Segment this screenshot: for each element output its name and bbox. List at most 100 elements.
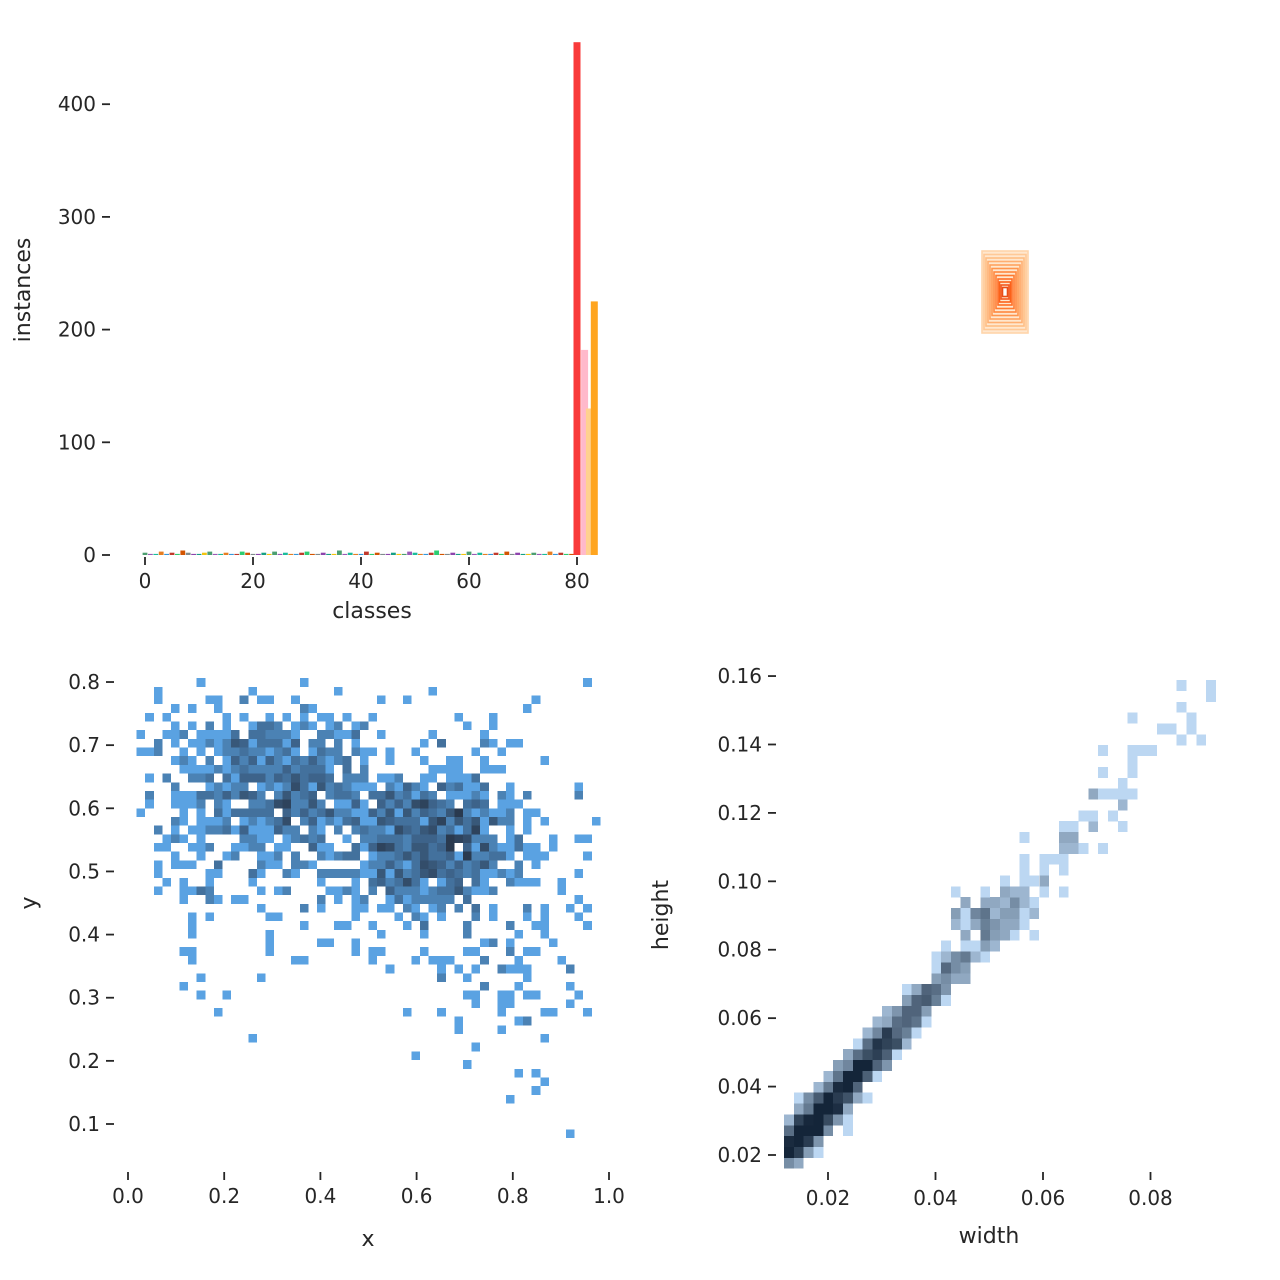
heatmap-cell — [377, 929, 386, 939]
heatmap-cell — [420, 921, 429, 930]
heatmap-cell — [317, 730, 326, 739]
heatmap-cell — [213, 895, 223, 904]
heatmap-cell — [317, 834, 326, 843]
heatmap-cell — [188, 704, 197, 713]
heatmap-cell — [437, 782, 446, 791]
wh-size-heatmap: 0.02 0.04 0.06 0.08 0.02 0.04 0.06 0.08 0.10 0.12… — [640, 640, 1280, 1280]
heatmap-cell — [950, 908, 961, 919]
heatmap-cell — [970, 951, 981, 963]
heatmap-cell — [282, 808, 292, 817]
class-bar — [504, 551, 510, 555]
heatmap-cell — [359, 869, 369, 878]
class-bar — [202, 552, 207, 555]
heatmap-cell — [428, 955, 438, 965]
heatmap-cell — [505, 990, 515, 1000]
heatmap-cell — [265, 773, 274, 783]
heatmap-cell — [334, 756, 343, 765]
heatmap-cell — [583, 1008, 592, 1017]
tick-label: 0 — [83, 543, 96, 567]
heatmap-cell — [299, 782, 309, 791]
heatmap-cell — [188, 955, 197, 965]
heatmap-cell — [317, 895, 326, 904]
heatmap-cell — [531, 1086, 541, 1095]
heatmap-cell — [325, 790, 335, 800]
heatmap-cell — [222, 825, 232, 835]
heatmap-cell — [463, 973, 472, 982]
heatmap-cell — [351, 869, 360, 878]
heatmap-cell — [843, 1071, 853, 1082]
heatmap-cell — [231, 738, 240, 748]
class-bar-highlight — [585, 408, 593, 555]
heatmap-cell — [342, 799, 352, 809]
heatmap-cell — [299, 764, 309, 774]
heatmap-cell — [411, 790, 420, 800]
heatmap-cell — [445, 764, 455, 774]
heatmap-cell — [882, 1027, 893, 1039]
heatmap-cell — [813, 1125, 824, 1137]
tick-label: 0.12 — [717, 801, 762, 825]
class-bar — [185, 552, 191, 555]
heatmap-cell — [334, 817, 343, 826]
class-bar — [293, 553, 299, 555]
heatmap-cell — [317, 851, 326, 861]
heatmap-cell — [1068, 832, 1079, 843]
heatmap-cell — [299, 817, 309, 826]
heatmap-cell — [231, 730, 240, 739]
heatmap-cell — [334, 738, 343, 748]
heatmap-cell — [334, 782, 343, 791]
heatmap-cell — [385, 773, 395, 783]
heatmap-cell — [299, 678, 309, 687]
heatmap-cell — [901, 1027, 912, 1039]
heatmap-cell — [784, 1157, 794, 1169]
class-bar — [158, 551, 164, 555]
heatmap-cell — [784, 1147, 794, 1158]
heatmap-cell — [377, 730, 386, 739]
heatmap-cell — [1019, 908, 1030, 919]
y-axis-label: y — [17, 896, 42, 909]
heatmap-cell — [394, 895, 403, 904]
heatmap-cell — [265, 747, 274, 757]
heatmap-cell — [368, 851, 378, 861]
heatmap-cell — [583, 834, 592, 843]
heatmap-cell — [514, 1016, 524, 1026]
heatmap-cell — [497, 817, 506, 826]
heatmap-cell — [411, 860, 420, 870]
heatmap-cell — [1058, 821, 1069, 833]
heatmap-cell — [950, 951, 961, 963]
heatmap-cell — [213, 738, 223, 748]
heatmap-cell — [411, 912, 420, 922]
heatmap-cell — [852, 1060, 863, 1071]
heatmap-cell — [480, 860, 489, 870]
heatmap-cell — [901, 1005, 912, 1017]
tick-label: 0.04 — [717, 1075, 762, 1099]
heatmap-cell — [892, 1038, 902, 1050]
bbox-shape-overlay — [640, 0, 1280, 640]
bbox-rect — [997, 278, 1013, 306]
heatmap-cell — [813, 1136, 824, 1147]
heatmap-cell — [1186, 712, 1197, 724]
class-bar — [364, 551, 369, 555]
heatmap-cell — [153, 686, 163, 696]
heatmap-cell — [411, 851, 420, 861]
heatmap-cell — [488, 721, 498, 731]
class-bar-highlight — [590, 301, 598, 555]
heatmap-cell — [1206, 680, 1216, 691]
heatmap-cell — [239, 790, 249, 800]
heatmap-cell — [523, 912, 532, 922]
heatmap-cell — [823, 1071, 834, 1082]
heatmap-cell — [411, 808, 420, 817]
heatmap-cell — [1117, 821, 1128, 833]
heatmap-cell — [188, 912, 197, 922]
heatmap-cell — [359, 756, 369, 765]
heatmap-cell — [411, 747, 420, 757]
heatmap-cell — [471, 790, 481, 800]
heatmap-cell — [480, 730, 489, 739]
heatmap-cell — [454, 964, 463, 974]
heatmap-cell — [377, 799, 386, 809]
heatmap-cell — [196, 851, 206, 861]
heatmap-cell — [990, 929, 1001, 941]
heatmap-cell — [256, 869, 266, 878]
heatmap-cell — [497, 1008, 506, 1017]
heatmap-cell — [420, 738, 429, 748]
heatmap-cell — [248, 730, 257, 739]
